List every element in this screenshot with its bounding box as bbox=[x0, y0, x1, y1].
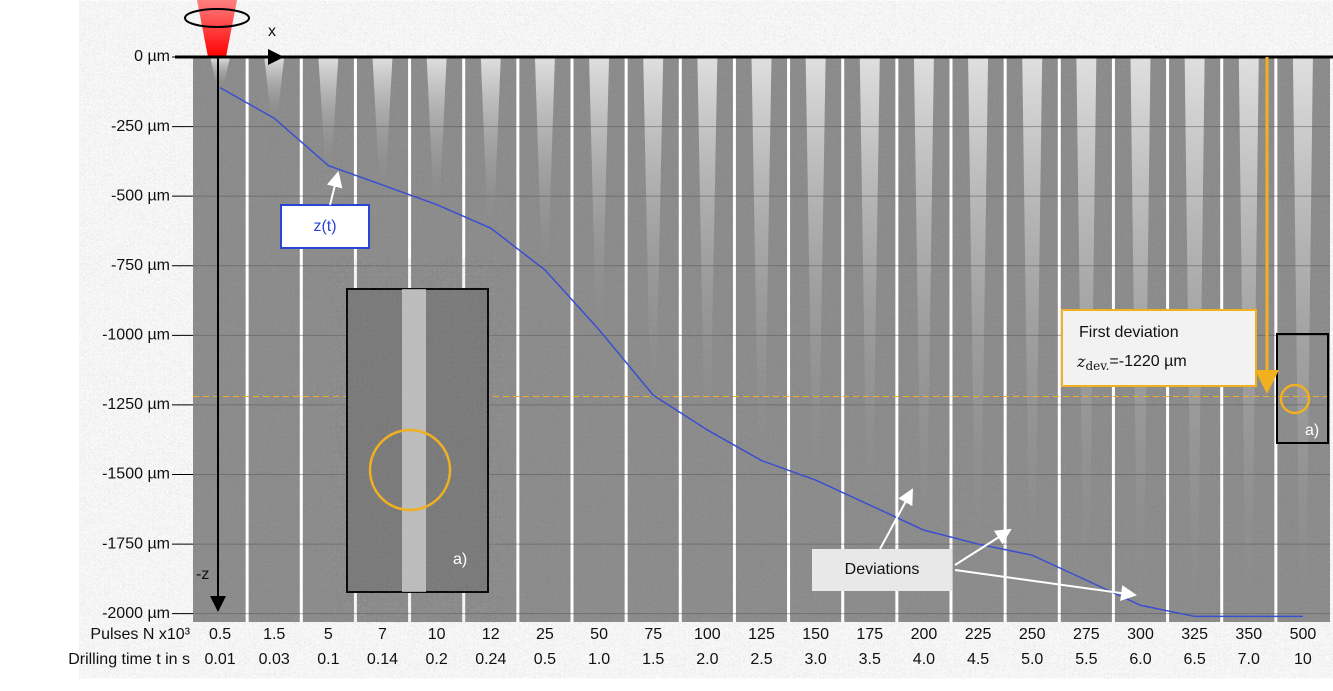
time-label: 3.0 bbox=[805, 651, 827, 668]
pulses-label: 7 bbox=[378, 626, 387, 643]
time-label: 4.0 bbox=[913, 651, 935, 668]
time-label: 0.2 bbox=[426, 651, 448, 668]
pulses-label: 275 bbox=[1073, 626, 1100, 643]
hole-profile bbox=[210, 57, 231, 88]
pulses-label: 150 bbox=[802, 626, 829, 643]
pulses-label: 300 bbox=[1127, 626, 1154, 643]
time-label: 0.24 bbox=[475, 651, 506, 668]
hole-profile bbox=[318, 57, 339, 166]
inset-label: a) bbox=[453, 551, 467, 568]
pulses-label: 350 bbox=[1235, 626, 1262, 643]
deviation-title: First deviation bbox=[1079, 324, 1179, 341]
hole-profile bbox=[480, 57, 501, 229]
pulses-label: 500 bbox=[1290, 626, 1317, 643]
hole-profile bbox=[426, 57, 447, 205]
pulses-label: 200 bbox=[911, 626, 938, 643]
deviation-value: zdev.=-1220 µm bbox=[1076, 352, 1187, 373]
time-label: 5.0 bbox=[1021, 651, 1043, 668]
laser-beam bbox=[197, 0, 237, 57]
zt-label: z(t) bbox=[313, 218, 336, 235]
hole-profile bbox=[1022, 57, 1043, 556]
pulses-label: 0.5 bbox=[209, 626, 231, 643]
deviation-text: =-1220 µm bbox=[1109, 353, 1186, 370]
pulses-label: 100 bbox=[694, 626, 721, 643]
deviations-label: Deviations bbox=[845, 561, 920, 578]
hole-profile bbox=[859, 57, 880, 506]
hole-profile bbox=[751, 57, 772, 461]
pulses-label: 325 bbox=[1181, 626, 1208, 643]
y-tick-label: -250 µm bbox=[111, 118, 170, 135]
detail-circle bbox=[1279, 383, 1311, 415]
time-label: 2.5 bbox=[750, 651, 772, 668]
pulses-label: 25 bbox=[536, 626, 554, 643]
z-axis-label: -z bbox=[196, 566, 209, 583]
y-tick-label: -500 µm bbox=[111, 187, 170, 204]
time-label: 10 bbox=[1294, 651, 1312, 668]
time-label: 0.5 bbox=[534, 651, 556, 668]
time-label: 5.5 bbox=[1075, 651, 1097, 668]
time-label: 2.0 bbox=[696, 651, 718, 668]
y-tick-label: -1000 µm bbox=[102, 327, 170, 344]
time-label: 7.0 bbox=[1238, 651, 1260, 668]
y-tick-label: 0 µm bbox=[134, 48, 170, 65]
pulses-label: 5 bbox=[324, 626, 333, 643]
hole-profile bbox=[534, 57, 555, 270]
pulses-label: 125 bbox=[748, 626, 775, 643]
time-row-label: Drilling time t in s bbox=[68, 651, 190, 668]
pulses-label: 250 bbox=[1019, 626, 1046, 643]
time-label: 1.0 bbox=[588, 651, 610, 668]
hole-profile bbox=[968, 57, 989, 545]
time-label: 6.0 bbox=[1129, 651, 1151, 668]
pulses-label: 10 bbox=[428, 626, 446, 643]
pulses-label: 50 bbox=[590, 626, 608, 643]
hole-profile bbox=[913, 57, 934, 531]
time-label: 0.01 bbox=[205, 651, 236, 668]
hole-profile bbox=[697, 57, 718, 430]
deviation-pointers bbox=[879, 488, 1137, 601]
time-label: 3.5 bbox=[859, 651, 881, 668]
rotation-arrow bbox=[184, 8, 250, 28]
zt-arrow bbox=[326, 171, 343, 206]
time-label: 4.5 bbox=[967, 651, 989, 668]
x-axis-label: x bbox=[268, 23, 276, 40]
y-tick-label: -2000 µm bbox=[102, 605, 170, 622]
y-tick-label: -1750 µm bbox=[102, 535, 170, 552]
deviations-box bbox=[812, 549, 952, 591]
pulses-label: 225 bbox=[965, 626, 992, 643]
hole-profile bbox=[643, 57, 664, 396]
hole-profile bbox=[372, 57, 393, 186]
time-label: 6.5 bbox=[1184, 651, 1206, 668]
time-label: 0.03 bbox=[259, 651, 290, 668]
pulses-row-label: Pulses N x10³ bbox=[90, 626, 190, 643]
deviation-box bbox=[1061, 309, 1257, 387]
hole-profile bbox=[1292, 57, 1313, 617]
hole-profile bbox=[264, 57, 285, 119]
deviation-symbol: z bbox=[1076, 352, 1086, 371]
y-tick-label: -1250 µm bbox=[102, 396, 170, 413]
pulses-label: 1.5 bbox=[263, 626, 285, 643]
inset: a) bbox=[346, 288, 489, 593]
y-tick-label: -750 µm bbox=[111, 257, 170, 274]
pulses-label: 175 bbox=[856, 626, 883, 643]
hole-profile bbox=[805, 57, 826, 481]
hole-profile bbox=[589, 57, 610, 330]
time-label: 0.14 bbox=[367, 651, 398, 668]
time-label: 1.5 bbox=[642, 651, 664, 668]
detail-label: a) bbox=[1305, 422, 1319, 439]
pulses-label: 12 bbox=[482, 626, 500, 643]
deviation-subscript: dev. bbox=[1085, 359, 1109, 373]
y-tick-label: -1500 µm bbox=[102, 466, 170, 483]
zt-box bbox=[280, 204, 370, 249]
time-label: 0.1 bbox=[317, 651, 339, 668]
pulses-label: 75 bbox=[644, 626, 662, 643]
